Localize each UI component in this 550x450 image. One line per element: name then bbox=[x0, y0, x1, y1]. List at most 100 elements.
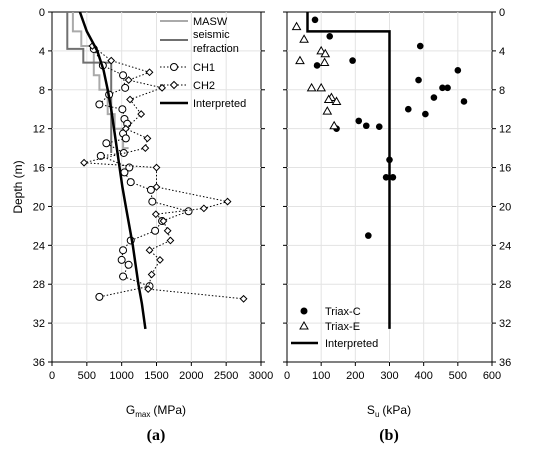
ch1-point bbox=[121, 134, 130, 143]
triax-c-point bbox=[422, 110, 429, 118]
ch2-point bbox=[199, 204, 208, 213]
triax-c-point bbox=[311, 16, 319, 24]
ch1-point bbox=[151, 226, 160, 235]
triax-c-point bbox=[430, 94, 438, 101]
ch1-point bbox=[96, 151, 105, 160]
masw-line bbox=[71, 12, 129, 150]
triax-e-point bbox=[299, 34, 309, 43]
ch2-point bbox=[152, 163, 161, 172]
ch2-point bbox=[163, 226, 172, 235]
ch2-point bbox=[145, 246, 154, 255]
ch2-point bbox=[158, 83, 166, 92]
ch2-point bbox=[126, 95, 134, 104]
legend-seismic-label-line2: refraction bbox=[193, 43, 239, 55]
x-axis-label-b: Su (kPa) bbox=[367, 403, 411, 419]
x-tick-label: 2500 bbox=[214, 370, 238, 382]
ch2-point bbox=[144, 285, 153, 293]
ch1-point bbox=[119, 272, 128, 281]
grid-a bbox=[52, 12, 261, 362]
legend-masw-label: MASW bbox=[193, 16, 228, 28]
triax-e-point bbox=[331, 96, 342, 105]
ch2-line bbox=[83, 45, 244, 300]
y-tick-label: 24 bbox=[33, 240, 45, 252]
x-axis-label-a: Gmax (MPa) bbox=[126, 403, 186, 419]
triax-c-point bbox=[415, 76, 422, 84]
y-ticks-a: 0 4 8 12 16 20 24 28 32 36 bbox=[33, 7, 265, 369]
triax-e-point bbox=[323, 94, 334, 103]
ch1-point bbox=[118, 105, 127, 114]
triax-c-point bbox=[404, 105, 412, 113]
series-a bbox=[66, 11, 248, 330]
triax-e-point bbox=[316, 82, 327, 92]
panel-label-b: (b) bbox=[379, 427, 399, 444]
y-tick-label-right: 32 bbox=[499, 318, 511, 330]
ch2-point bbox=[147, 270, 156, 279]
ch2-point bbox=[107, 56, 116, 65]
x-axis-label-b-main: S bbox=[367, 403, 375, 417]
triax-c-point bbox=[444, 84, 451, 92]
ch1-point bbox=[125, 163, 134, 172]
legend-b: Triax-C Triax-E Interpreted bbox=[291, 306, 378, 350]
legend-interpreted-label-b: Interpreted bbox=[325, 338, 378, 350]
panel-b: 0 100 200 300 400 500 600 0 4 8 12 16 20 24 28 32 36 Tr… bbox=[283, 7, 511, 444]
ch1-point bbox=[95, 292, 104, 301]
y-tick-label: 16 bbox=[33, 163, 45, 175]
triax-c-point bbox=[355, 117, 363, 125]
triax-c-point bbox=[349, 57, 356, 64]
ch2-point bbox=[152, 183, 161, 191]
legend-seismic-label-line1: seismic bbox=[193, 29, 230, 41]
panel-a: 0 500 1000 1500 2000 2500 3000 0 4 8 12 16 20 24 28 32… bbox=[11, 7, 273, 444]
triax-e-point bbox=[320, 48, 331, 58]
y-tick-label-right: 28 bbox=[499, 279, 511, 291]
seismic-refraction-line bbox=[66, 12, 113, 153]
x-axis-label-b-unit: (kPa) bbox=[382, 403, 411, 417]
interpreted-line bbox=[306, 12, 391, 329]
legend-ch1-label: CH1 bbox=[193, 62, 215, 74]
legend-interpreted-label-a: Interpreted bbox=[193, 98, 246, 110]
ch2-point bbox=[239, 294, 248, 303]
y-tick-label-right: 20 bbox=[499, 201, 511, 213]
x-ticks-a: 0 500 1000 1500 2000 2500 3000 bbox=[49, 362, 273, 382]
x-axis-label-b-sub: u bbox=[375, 410, 379, 419]
ch1-point bbox=[146, 185, 155, 194]
x-ticks-b: 0 100 200 300 400 500 600 bbox=[284, 362, 501, 382]
ch2-point bbox=[80, 158, 88, 167]
triax-c-point bbox=[460, 98, 468, 105]
ch1-point bbox=[117, 255, 126, 264]
y-tick-label: 32 bbox=[33, 318, 45, 330]
y-tick-label: 28 bbox=[33, 279, 45, 291]
ch2-point bbox=[151, 210, 160, 219]
y-tick-label-right: 8 bbox=[499, 85, 505, 97]
triax-e-point bbox=[329, 120, 340, 130]
y-tick-label-right: 16 bbox=[499, 163, 511, 175]
legend-ch2-marker bbox=[169, 80, 179, 90]
triax-e-point bbox=[319, 57, 330, 67]
legend-triaxc-marker bbox=[300, 307, 308, 315]
ch2-point bbox=[145, 68, 154, 77]
ch1-point bbox=[95, 100, 104, 109]
ch2-point bbox=[121, 124, 130, 133]
y-axis-label-a: Depth (m) bbox=[11, 160, 25, 213]
x-tick-label: 1000 bbox=[109, 370, 133, 382]
x-tick-label: 300 bbox=[380, 370, 398, 382]
triax-c-point bbox=[313, 62, 321, 69]
x-tick-label: 2000 bbox=[179, 370, 203, 382]
ch1-point bbox=[119, 71, 128, 80]
ch2-point bbox=[137, 110, 146, 118]
x-tick-label: 500 bbox=[449, 370, 467, 382]
triax-e-point bbox=[316, 45, 327, 55]
triax-c-point bbox=[439, 84, 446, 92]
y-tick-label-right: 24 bbox=[499, 240, 511, 252]
triax-e-point bbox=[322, 106, 333, 115]
x-axis-label-a-unit: (MPa) bbox=[153, 403, 186, 417]
ch2-point bbox=[156, 256, 164, 264]
y-tick-label: 0 bbox=[39, 7, 45, 19]
legend-triaxe-label: Triax-E bbox=[325, 321, 360, 333]
triax-c-point bbox=[454, 67, 462, 74]
triax-c-point bbox=[375, 123, 383, 131]
y-tick-label-right: 12 bbox=[499, 124, 511, 136]
legend-triaxc-label: Triax-C bbox=[325, 306, 361, 318]
y-tick-label-right: 0 bbox=[499, 7, 505, 19]
x-tick-label: 200 bbox=[346, 370, 364, 382]
